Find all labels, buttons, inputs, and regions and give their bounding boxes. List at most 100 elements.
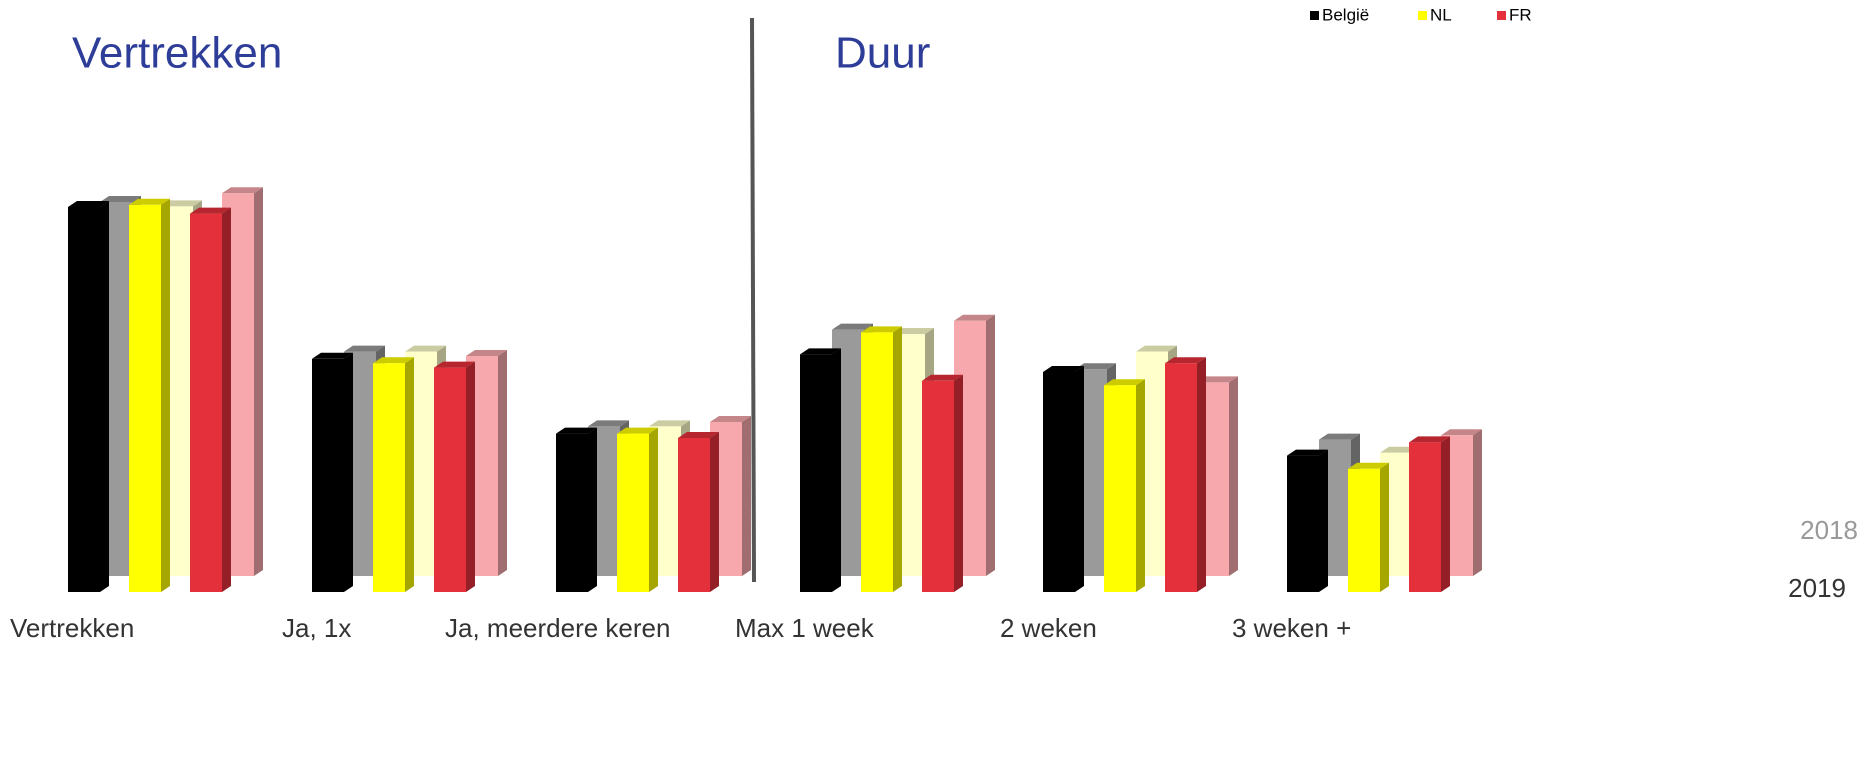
bar-face bbox=[986, 314, 995, 576]
section-title: Duur bbox=[835, 29, 930, 78]
bar bbox=[1287, 449, 1328, 592]
bar-face bbox=[100, 196, 141, 202]
bar-face bbox=[1197, 376, 1238, 383]
bar-face bbox=[1348, 462, 1389, 469]
bar-face bbox=[1075, 363, 1116, 370]
bar-face bbox=[405, 345, 446, 352]
bar-face bbox=[1165, 363, 1197, 592]
bar bbox=[1348, 462, 1389, 592]
bar-face bbox=[710, 432, 719, 592]
bar-face bbox=[1229, 376, 1238, 576]
bar-face bbox=[373, 357, 414, 364]
bar-face bbox=[1441, 429, 1482, 436]
bar bbox=[1165, 357, 1206, 592]
bar bbox=[678, 432, 719, 592]
bar bbox=[68, 201, 109, 592]
legend-swatch bbox=[1497, 11, 1506, 20]
x-tick-label: Ja, 1x bbox=[282, 613, 351, 643]
bar-face bbox=[832, 323, 873, 330]
bar-face bbox=[129, 204, 161, 593]
x-tick-label: Ja, meerdere keren bbox=[445, 613, 670, 643]
bar-face bbox=[1165, 357, 1206, 364]
bar-face bbox=[800, 354, 832, 592]
bar bbox=[1197, 376, 1238, 576]
bar-face bbox=[1380, 462, 1389, 592]
bar-face bbox=[588, 427, 597, 592]
bar-face bbox=[678, 438, 710, 592]
bar-face bbox=[1075, 366, 1084, 592]
bar bbox=[1104, 379, 1145, 592]
bar bbox=[800, 348, 841, 592]
bar-face bbox=[1409, 442, 1441, 592]
bar-face bbox=[312, 358, 344, 592]
bar bbox=[129, 198, 170, 593]
bar-face bbox=[344, 345, 385, 352]
bar-face bbox=[1409, 436, 1450, 443]
bar-face bbox=[1136, 379, 1145, 592]
x-tick-label: Vertrekken bbox=[10, 613, 134, 643]
legend-label: NL bbox=[1430, 5, 1452, 24]
bar bbox=[861, 326, 902, 592]
bar-face bbox=[742, 416, 751, 576]
bar-face bbox=[893, 328, 934, 334]
bar bbox=[922, 374, 963, 592]
bar bbox=[556, 427, 597, 592]
x-tick-label: 3 weken + bbox=[1232, 613, 1351, 643]
bar bbox=[434, 361, 475, 592]
section-title: Vertrekken bbox=[72, 29, 282, 78]
bar-face bbox=[1287, 449, 1328, 456]
year-label: 2019 bbox=[1788, 573, 1846, 603]
bar-face bbox=[373, 363, 405, 592]
bar-face bbox=[1287, 455, 1319, 592]
bar-face bbox=[68, 207, 100, 592]
bar-face bbox=[922, 374, 963, 381]
bar-face bbox=[649, 420, 690, 427]
legend-swatch bbox=[1310, 11, 1319, 20]
bar-face bbox=[893, 326, 902, 592]
bar-face bbox=[1319, 449, 1328, 592]
x-tick-label: 2 weken bbox=[1000, 613, 1097, 643]
bar-face bbox=[617, 433, 649, 592]
bar-face bbox=[1136, 345, 1177, 352]
bar-face bbox=[498, 350, 507, 576]
bar-face bbox=[1348, 468, 1380, 592]
bar-face bbox=[678, 432, 719, 438]
bar-face bbox=[254, 187, 263, 576]
bar-face bbox=[161, 198, 170, 593]
bar-face bbox=[190, 213, 222, 592]
legend-swatch bbox=[1418, 11, 1427, 20]
year-label: 2018 bbox=[1800, 515, 1858, 545]
bar-face bbox=[405, 357, 414, 592]
bar-face bbox=[588, 420, 629, 427]
bar-face bbox=[1104, 385, 1136, 592]
bar-face bbox=[556, 433, 588, 592]
bar-face bbox=[1043, 366, 1084, 372]
bar-face bbox=[1441, 436, 1450, 592]
bar bbox=[1043, 366, 1084, 592]
bar-face bbox=[1473, 429, 1482, 576]
bar-face bbox=[161, 200, 202, 207]
bar-face bbox=[222, 207, 231, 592]
bar-face bbox=[129, 198, 170, 205]
bar bbox=[373, 357, 414, 592]
bar-face bbox=[832, 348, 841, 592]
bar-face bbox=[190, 207, 231, 214]
bar bbox=[1409, 436, 1450, 592]
bar-face bbox=[954, 374, 963, 592]
bar bbox=[617, 427, 658, 592]
bar bbox=[190, 207, 231, 592]
bar-face bbox=[922, 380, 954, 592]
bar-face bbox=[466, 361, 475, 592]
bar-face bbox=[434, 361, 475, 368]
bar-face bbox=[649, 427, 658, 592]
bar-face bbox=[800, 348, 841, 355]
bar-face bbox=[617, 427, 658, 434]
bar-face bbox=[222, 187, 263, 194]
bar-face bbox=[1319, 433, 1360, 440]
bar-face bbox=[312, 352, 353, 359]
bar-face bbox=[1043, 372, 1075, 592]
bar-face bbox=[344, 352, 353, 592]
bar-face bbox=[861, 326, 902, 333]
bar bbox=[312, 352, 353, 592]
